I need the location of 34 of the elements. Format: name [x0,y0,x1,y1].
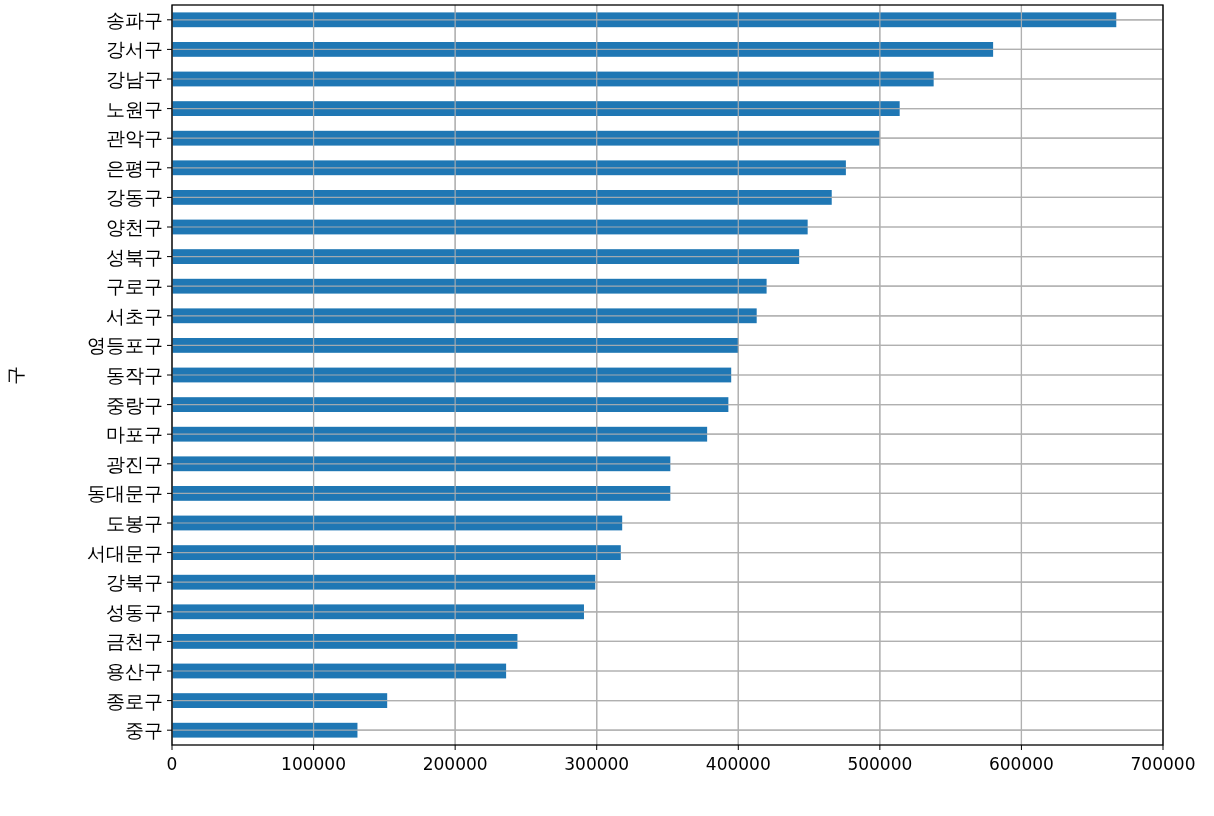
y-tick-label: 관악구 [106,127,163,150]
y-tick-label: 서초구 [106,304,163,327]
x-tick-label: 600000 [988,754,1054,774]
y-tick-label: 노원구 [106,97,163,120]
y-tick-label: 금천구 [106,630,163,653]
y-tick-label: 용산구 [106,660,163,682]
x-tick-label: 700000 [1130,754,1196,774]
y-tick-label: 영등포구 [87,334,163,357]
y-tick-label: 도봉구 [106,512,163,534]
y-tick-label: 서대문구 [87,541,163,564]
x-tick-label: 400000 [705,754,771,774]
x-tick-label: 200000 [422,754,488,774]
y-tick-label: 마포구 [106,423,163,446]
y-tick-label: 구로구 [106,275,163,298]
y-tick-label: 강북구 [106,571,163,594]
y-tick-label: 송파구 [106,8,163,31]
x-tick-label: 500000 [847,754,913,774]
y-tick-label: 광진구 [106,452,163,475]
y-tick-label: 성북구 [106,245,163,268]
x-tick-label: 300000 [564,754,630,774]
y-tick-label: 중구 [125,719,163,742]
y-tick-label: 중랑구 [106,393,163,416]
y-tick-label: 강동구 [106,186,163,209]
y-tick-label: 강남구 [106,68,163,90]
y-tick-label: 양천구 [106,216,163,238]
y-axis-title: 구 [4,365,26,385]
x-tick-label: 100000 [281,754,347,774]
y-tick-label: 은평구 [106,156,163,179]
y-tick-label: 강서구 [106,38,163,61]
y-tick-label: 종로구 [106,689,163,712]
y-tick-label: 동작구 [106,364,163,386]
x-tick-label: 0 [166,754,178,774]
y-tick-label: 성동구 [106,600,163,623]
y-tick-label: 동대문구 [87,482,163,505]
